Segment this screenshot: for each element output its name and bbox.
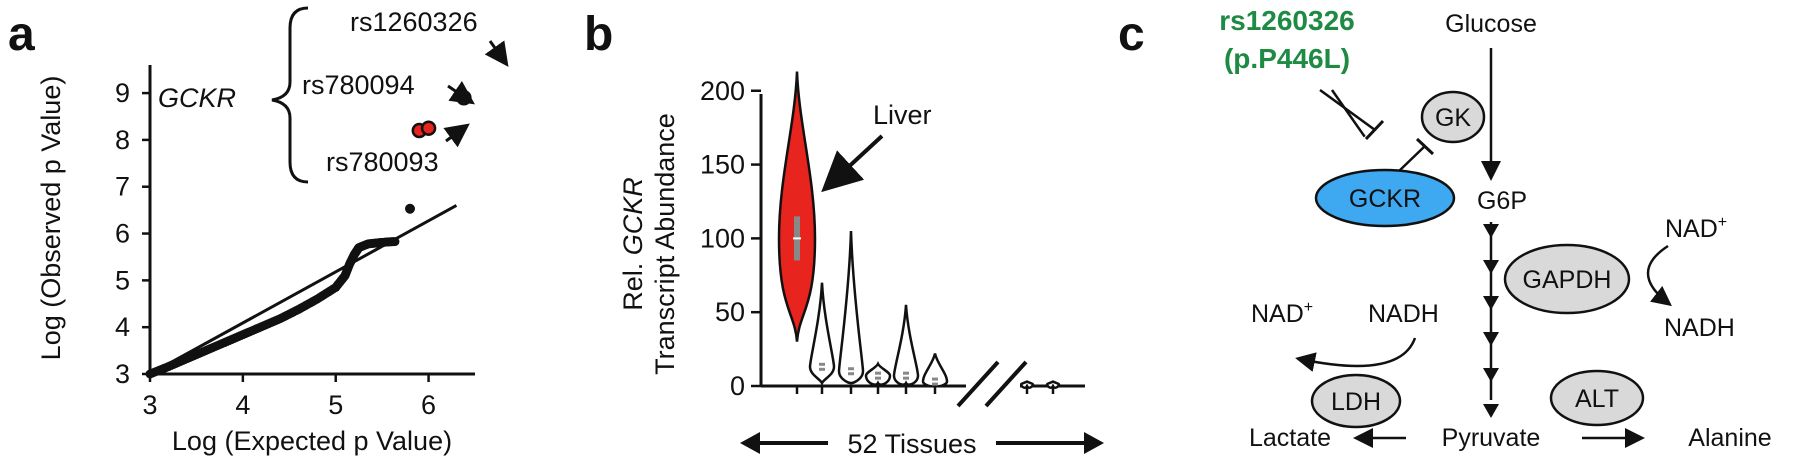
inhibition-variant-line — [1330, 89, 1366, 138]
ldh-node — [1310, 373, 1402, 429]
panel-a-label: a — [8, 8, 35, 61]
snp-label-rs1260326: rs1260326 — [350, 7, 478, 37]
y-tick-label: 9 — [115, 78, 130, 108]
x-tick-label: 5 — [328, 390, 343, 420]
gckr-gene-label: GCKR — [158, 83, 236, 113]
chain-arrowhead — [1483, 332, 1499, 346]
chain-arrowhead — [1483, 368, 1499, 382]
y-tick-label: 8 — [115, 125, 130, 155]
y-tick-label: 4 — [115, 312, 130, 342]
violin — [892, 304, 920, 386]
nad-text: NAD — [1665, 215, 1718, 243]
liver-label: Liver — [873, 100, 932, 130]
arrow-rs780093 — [443, 123, 470, 148]
violin — [808, 282, 836, 386]
qq-point-rs780094 — [420, 120, 437, 136]
panel-c-pathway: c rs1260326 (p.P446L) Glucose GK GCKR G6… — [1118, 5, 1772, 452]
y-tick-label: 3 — [115, 359, 130, 389]
snp-label-rs780093: rs780093 — [326, 147, 439, 177]
chain-arrowhead — [1483, 260, 1499, 274]
nadh-to-nad-curve — [1295, 337, 1417, 372]
alanine-label: Alanine — [1688, 424, 1771, 452]
glycolysis-steps — [1483, 222, 1499, 418]
gckr-inhibits-gk-line — [1397, 145, 1426, 173]
variant-label-line2: (p.P446L) — [1224, 43, 1350, 74]
nad-to-nadh-curve — [1646, 244, 1672, 307]
y-tick-label: 150 — [700, 150, 745, 180]
variant-label-line1: rs1260326 — [1219, 5, 1354, 36]
alt-label: ALT — [1575, 385, 1619, 413]
violin — [837, 230, 865, 385]
y-tick-label: 50 — [715, 297, 745, 327]
chain-arrowhead — [1483, 404, 1499, 418]
gk-node — [1420, 90, 1486, 144]
tissues-arrow-right-head — [1084, 432, 1104, 454]
nad-plus-left-label: NAD+ — [1251, 299, 1313, 328]
gapdh-label: GAPDH — [1523, 266, 1612, 294]
ldh-label: LDH — [1331, 388, 1381, 416]
x-tick-label: 6 — [421, 390, 436, 420]
plus-superscript: + — [1718, 214, 1727, 231]
axis-break-slash-1 — [956, 360, 1000, 408]
reference-line — [149, 204, 458, 376]
violin — [1045, 380, 1061, 389]
y-axis-title-line1: Rel. GCKR — [618, 177, 648, 311]
qq-plot-area — [145, 90, 472, 379]
nadh-left-label: NADH — [1368, 300, 1439, 328]
gckr-label: GCKR — [1349, 185, 1421, 213]
violin-liver — [777, 71, 817, 342]
nad-text: NAD — [1251, 300, 1304, 328]
violin — [1019, 380, 1035, 389]
pyruvate-label: Pyruvate — [1442, 424, 1541, 452]
y-axis-title-line2: Transcript Abundance — [650, 113, 680, 375]
inhibition-variant-bar — [1364, 119, 1385, 141]
tissues-arrow-left-head — [740, 432, 760, 454]
gckr-bracket — [271, 6, 309, 184]
g6p-label: G6P — [1477, 187, 1527, 215]
x-axis-title: Log (Expected p Value) — [172, 426, 452, 456]
y-ticks: 0 50 100 150 200 — [700, 76, 761, 401]
chain-arrowhead — [1483, 224, 1499, 238]
panel-b-violin-plot: b 0 50 100 150 200 Rel. GCKR Transcript Abun… — [584, 8, 1104, 459]
y-tick-label: 200 — [700, 76, 745, 106]
gk-label: GK — [1435, 104, 1471, 132]
x-tick-label: 3 — [142, 390, 157, 420]
inhibition-variant-to-gckr — [1319, 88, 1376, 132]
x-tick-label: 4 — [235, 390, 250, 420]
y-title-gene: GCKR — [618, 177, 648, 255]
gckr-node — [1314, 168, 1456, 228]
panel-c-label: c — [1118, 8, 1145, 61]
y-title-prefix: Rel. — [618, 255, 648, 311]
gckr-inhibits-gk-bar — [1415, 137, 1435, 156]
lactate-label: Lactate — [1249, 424, 1331, 452]
panel-b-label: b — [584, 8, 613, 61]
chain-arrowhead — [1483, 296, 1499, 310]
alt-node — [1549, 369, 1645, 427]
liver-arrow — [821, 134, 884, 193]
qq-point — [390, 237, 400, 247]
nadh-right-label: NADH — [1664, 314, 1735, 342]
panel-a-qq-plot: a 3 4 5 6 3 4 5 6 7 8 9 Log (Expected p Value) Lo… — [8, 6, 509, 456]
y-axis-title: Log (Observed p Value) — [36, 76, 66, 361]
plus-superscript: + — [1304, 299, 1313, 316]
arrow-rs780094 — [447, 80, 475, 105]
qq-point-outlier — [405, 203, 415, 214]
y-tick-label: 0 — [730, 371, 745, 401]
tissues-label: 52 Tissues — [847, 429, 976, 459]
y-tick-label: 6 — [115, 219, 130, 249]
x-ticks: 3 4 5 6 — [142, 374, 436, 420]
arrow-rs1260326 — [484, 40, 509, 67]
glucose-label: Glucose — [1445, 10, 1537, 38]
snp-label-rs780094: rs780094 — [302, 70, 415, 100]
y-tick-label: 5 — [115, 265, 130, 295]
violins — [777, 71, 1061, 394]
gapdh-node — [1503, 243, 1631, 315]
axis-break-slash-2 — [984, 360, 1028, 408]
y-tick-label: 100 — [700, 223, 745, 253]
y-tick-label: 7 — [115, 172, 130, 202]
nad-plus-right-label: NAD+ — [1665, 214, 1727, 243]
y-ticks: 3 4 5 6 7 8 9 — [115, 78, 150, 389]
